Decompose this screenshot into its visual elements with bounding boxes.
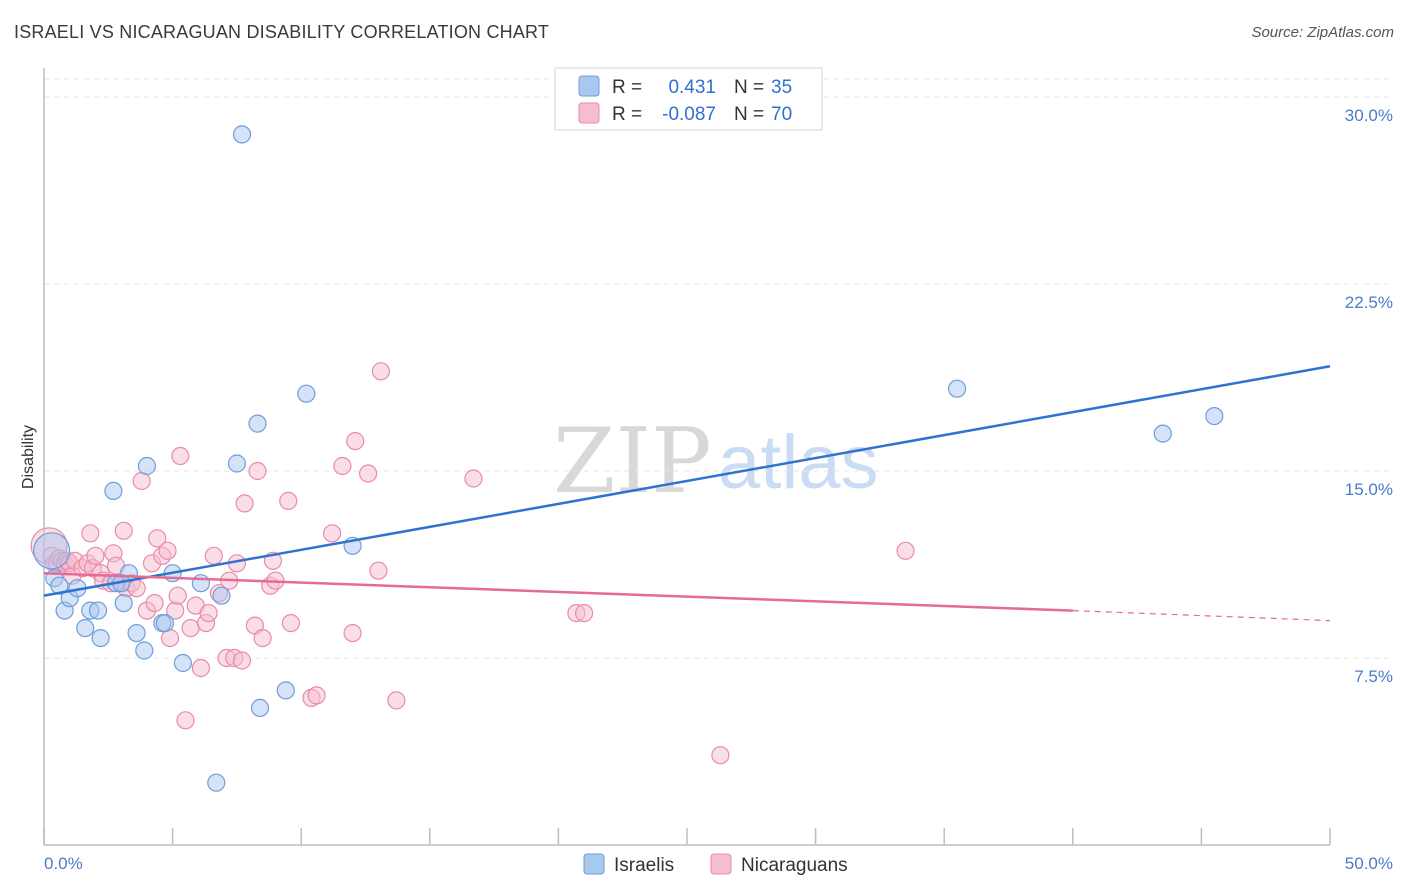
israelis-trend-line [43,365,1331,597]
nicaraguans-trend-line [43,571,1073,612]
y-tick-label: 7.5% [1354,667,1393,686]
israelis-point [207,773,226,792]
nicaraguans-point [371,362,390,381]
legend-blue-n-label: N = [734,77,764,98]
chart-source: Source: ZipAtlas.com [1251,24,1394,41]
nicaraguans-trend-extension [1072,610,1331,622]
legend-blue-r-label: R = [612,77,642,98]
israelis-point [212,586,231,605]
israelis-point [137,456,156,476]
nicaraguans-point [307,686,326,705]
nicaraguans-point [86,546,105,565]
nicaraguans-point [168,586,187,605]
israelis-point [155,613,174,633]
nicaraguans-point [176,711,195,730]
gridlines [44,78,1393,659]
nicaraguans-point [253,628,272,648]
israelis-point [1205,407,1224,426]
nicaraguans-point [387,691,406,710]
x-tick-label-max: 50.0% [1345,854,1393,873]
y-tick-label: 15.0% [1345,480,1393,499]
israelis-point [114,593,133,613]
israelis-point [947,379,967,398]
nicaraguans-point [204,546,223,565]
nicaraguans-point [343,623,362,643]
israelis-point [91,628,110,648]
israelis-point [104,481,123,500]
israelis-point [76,618,95,638]
nicaraguans-point [145,593,164,613]
bottom-legend-swatch-israelis [583,853,605,875]
x-tick-label-min: 0.0% [44,854,83,873]
nicaraguans-point [464,469,483,488]
israelis-points [33,125,1224,792]
israelis-point [127,623,146,643]
legend-pink-n-value: 70 [771,104,792,125]
bottom-legend: Israelis Nicaraguans [583,853,848,876]
nicaraguans-point [323,524,342,543]
nicaraguans-point [281,613,300,633]
chart-title: ISRAELI VS NICARAGUAN DISABILITY CORRELA… [14,22,550,42]
nicaraguans-point [248,461,267,481]
nicaraguans-point [232,651,252,670]
israelis-point [297,384,316,403]
nicaraguans-point [127,579,146,598]
legend-pink-n-label: N = [734,104,764,125]
legend-box [554,67,823,131]
nicaraguans-point [279,491,298,510]
nicaraguans-point [369,561,388,580]
nicaraguans-point [896,541,915,560]
israelis-point [250,698,270,718]
y-tick-labels: 7.5% 15.0% 22.5% 30.0% [1345,106,1393,686]
legend-swatch-nicaraguans [578,102,600,124]
nicaraguans-point [114,521,133,540]
nicaraguans-point [81,524,100,543]
watermark: ZIP atlas [553,409,879,514]
trend-lines [43,365,1331,622]
israelis-point [248,414,267,433]
legend-blue-r-value: 0.431 [668,77,716,98]
legend: R = 0.431 N = 35 R = -0.087 N = 70 [554,67,823,131]
israelis-point [232,125,252,144]
y-tick-label: 22.5% [1345,293,1393,312]
legend-swatch-israelis [578,75,600,97]
nicaraguans-point [191,658,210,678]
legend-pink-r-value: -0.087 [662,104,716,125]
nicaraguans-point [148,529,167,548]
nicaraguans-point [181,618,200,638]
nicaraguans-point [158,541,177,560]
watermark-zip: ZIP [553,409,712,514]
israelis-point [33,532,71,570]
watermark-atlas: atlas [718,420,879,505]
nicaraguans-point [711,746,730,765]
x-ticks [43,828,1331,845]
y-tick-label: 30.0% [1345,106,1393,125]
y-axis-title: Disability [20,425,37,489]
israelis-point [135,641,154,660]
nicaraguans-point [574,603,594,623]
israelis-point [173,653,192,673]
nicaraguans-point [199,603,218,623]
nicaraguans-point [235,494,254,513]
bottom-legend-label-nicaraguans: Nicaraguans [741,855,848,876]
israelis-point [50,576,69,595]
nicaraguans-point [333,456,352,476]
bottom-legend-swatch-nicaraguans [710,853,732,875]
bottom-legend-label-israelis: Israelis [614,855,674,876]
legend-pink-r-label: R = [612,104,642,125]
nicaraguans-point [346,432,365,451]
israelis-point [88,601,108,620]
israelis-point [276,681,295,700]
nicaraguans-point [171,446,190,466]
legend-blue-n-value: 35 [771,77,792,98]
israelis-point [1153,424,1172,443]
israelis-point [191,574,210,593]
nicaraguans-point [359,464,378,483]
israelis-point [227,454,246,473]
